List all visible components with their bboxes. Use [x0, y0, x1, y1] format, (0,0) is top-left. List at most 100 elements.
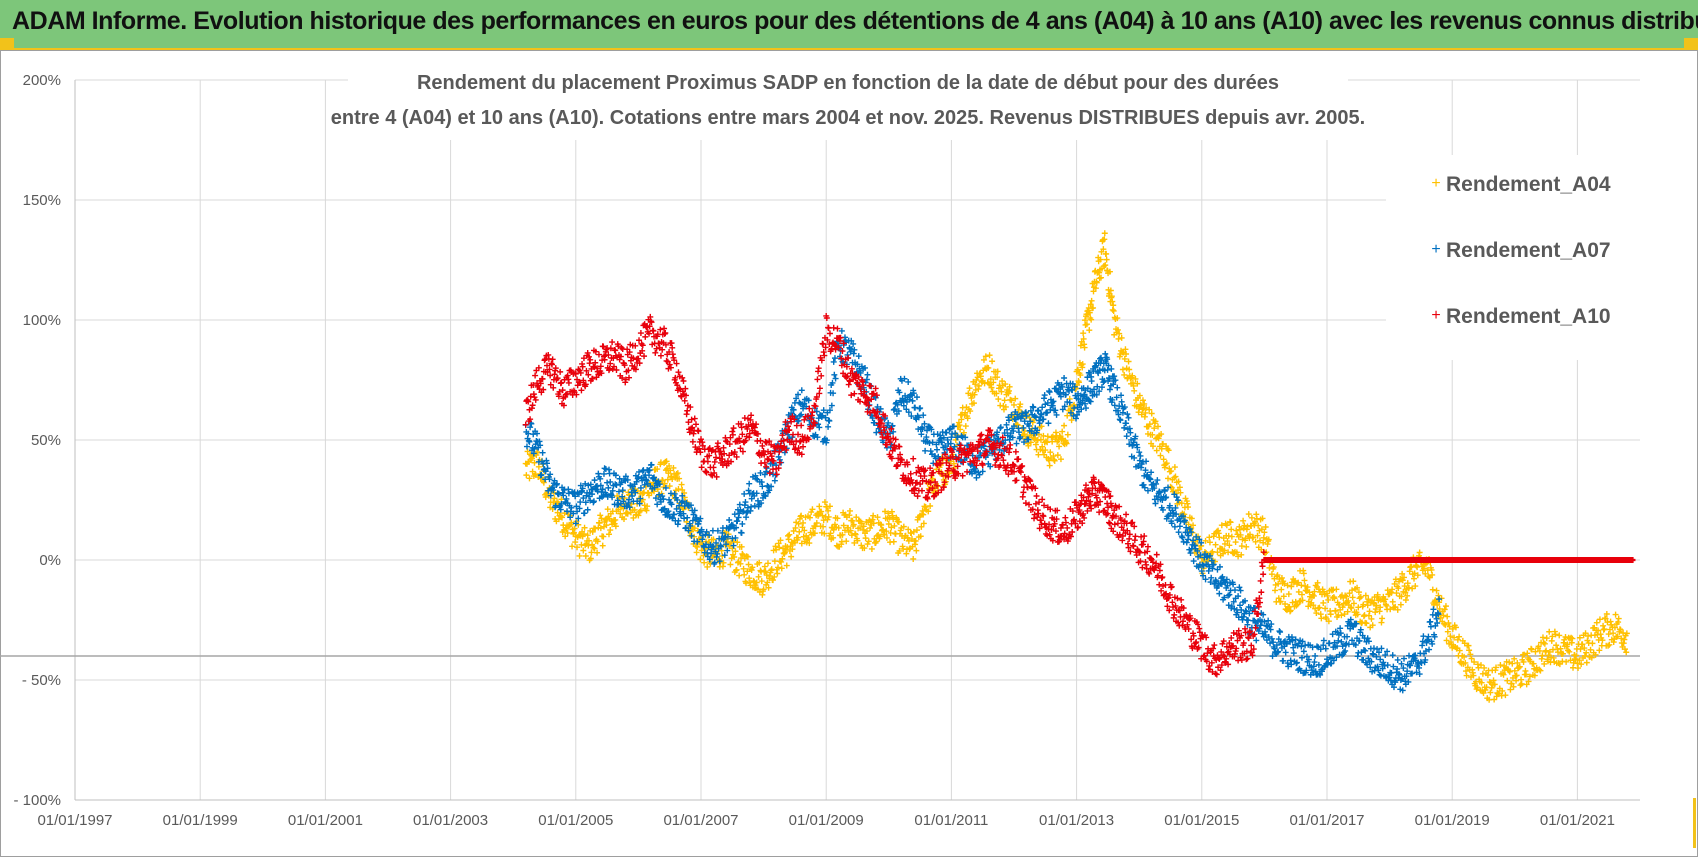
data-point	[1461, 653, 1468, 660]
data-point	[954, 434, 961, 441]
data-point	[1123, 511, 1130, 518]
data-point	[637, 484, 644, 491]
data-point	[1042, 447, 1049, 454]
data-point	[1442, 621, 1449, 628]
data-point	[1218, 581, 1225, 588]
data-point	[1178, 500, 1185, 507]
x-axis-ticks: 01/01/1997 01/01/1999 01/01/2001 01/01/2003…	[37, 812, 1614, 829]
data-point	[1071, 405, 1078, 412]
data-point	[581, 524, 588, 531]
data-point	[1241, 597, 1248, 604]
data-point	[849, 517, 856, 524]
data-point	[1136, 392, 1143, 399]
data-point	[1156, 489, 1163, 496]
data-point	[904, 534, 911, 541]
data-point	[744, 553, 751, 560]
data-point	[1238, 543, 1245, 550]
data-point	[1362, 592, 1369, 599]
data-point	[830, 324, 837, 331]
data-point	[1164, 513, 1171, 520]
data-point	[1354, 584, 1361, 591]
data-point	[1168, 468, 1175, 475]
data-point	[1466, 647, 1473, 654]
data-point	[766, 487, 773, 494]
data-point	[1079, 361, 1086, 368]
data-point	[973, 474, 980, 481]
data-point	[1478, 662, 1484, 669]
data-point	[773, 471, 780, 478]
x-tick-label: 01/01/2003	[413, 812, 488, 829]
data-point	[636, 500, 643, 507]
data-point	[896, 547, 903, 554]
data-point	[613, 481, 620, 488]
data-point	[1220, 550, 1227, 557]
data-point	[534, 449, 541, 456]
data-point	[1056, 443, 1063, 450]
data-point	[560, 492, 567, 499]
legend-item-a07[interactable]: + Rendement_A07	[1431, 239, 1610, 262]
data-point	[591, 477, 598, 484]
data-point	[1005, 417, 1012, 424]
data-point	[1171, 464, 1178, 471]
data-point	[1165, 484, 1171, 491]
data-point	[1196, 536, 1203, 543]
data-point	[760, 586, 767, 593]
data-point	[1258, 526, 1265, 533]
data-point	[832, 375, 839, 382]
data-point	[1088, 378, 1095, 385]
data-point	[1499, 687, 1506, 694]
data-point	[1509, 660, 1516, 667]
data-point	[1050, 398, 1057, 405]
data-point	[962, 409, 969, 416]
data-point	[1301, 577, 1308, 584]
data-point	[1425, 633, 1432, 640]
data-point	[659, 493, 666, 500]
series-a07-points	[522, 327, 1443, 694]
data-point	[1045, 420, 1052, 427]
data-point	[778, 558, 785, 565]
data-point	[1520, 658, 1527, 665]
x-tick-label: 01/01/2007	[663, 812, 738, 829]
data-point	[758, 578, 765, 585]
data-point	[1013, 477, 1020, 484]
data-point	[987, 463, 994, 470]
data-point	[1219, 573, 1226, 580]
data-point	[1243, 608, 1250, 615]
legend-item-a10[interactable]: + Rendement_A10	[1431, 305, 1610, 328]
data-point	[1053, 411, 1060, 418]
x-tick-label: 01/01/2005	[538, 812, 613, 829]
data-point	[868, 545, 875, 552]
data-point	[637, 507, 644, 514]
data-point	[675, 486, 682, 493]
data-point	[1355, 589, 1362, 596]
data-point	[1151, 425, 1158, 432]
data-point	[825, 513, 832, 520]
data-point	[1556, 632, 1563, 639]
data-point	[1129, 372, 1136, 379]
data-point	[1309, 644, 1316, 651]
data-point	[784, 544, 791, 551]
data-point	[1027, 407, 1034, 414]
data-point	[675, 517, 682, 524]
data-point	[1416, 549, 1423, 556]
data-point	[1227, 519, 1234, 526]
data-point	[741, 490, 748, 497]
data-point	[741, 571, 748, 578]
legend-item-a04[interactable]: + Rendement_A04	[1431, 173, 1611, 196]
data-point	[1107, 287, 1114, 294]
data-point	[1108, 293, 1115, 300]
data-point	[1209, 548, 1216, 555]
data-point	[943, 429, 950, 436]
data-point	[1387, 606, 1394, 613]
data-point	[910, 390, 917, 397]
data-point	[1526, 673, 1533, 680]
data-point	[1601, 626, 1608, 633]
data-point	[589, 541, 596, 548]
data-point	[693, 514, 700, 521]
data-point	[1035, 407, 1042, 414]
data-point	[1483, 684, 1490, 691]
data-point	[1573, 652, 1580, 659]
data-point	[1281, 580, 1288, 587]
data-point	[1252, 538, 1259, 545]
data-point	[1187, 550, 1194, 557]
